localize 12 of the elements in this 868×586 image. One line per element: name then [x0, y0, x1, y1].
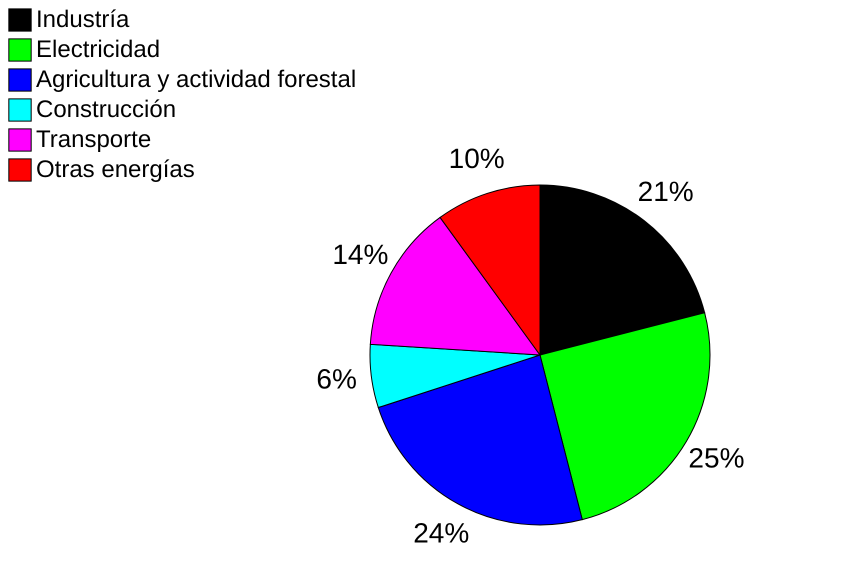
data-label: 21%: [638, 176, 694, 208]
legend-label: Transporte: [36, 126, 152, 153]
legend-label: Otras energías: [36, 156, 195, 183]
legend-label: Construcción: [36, 96, 176, 123]
data-label: 25%: [688, 442, 744, 474]
data-label: 14%: [332, 239, 388, 270]
legend-label: Agricultura y actividad forestal: [36, 66, 356, 93]
data-label: 10%: [448, 143, 505, 174]
data-label: 24%: [413, 518, 470, 549]
legend-label: Industría: [36, 6, 130, 33]
data-label: 6%: [316, 364, 357, 395]
legend-label: Electricidad: [36, 36, 160, 63]
